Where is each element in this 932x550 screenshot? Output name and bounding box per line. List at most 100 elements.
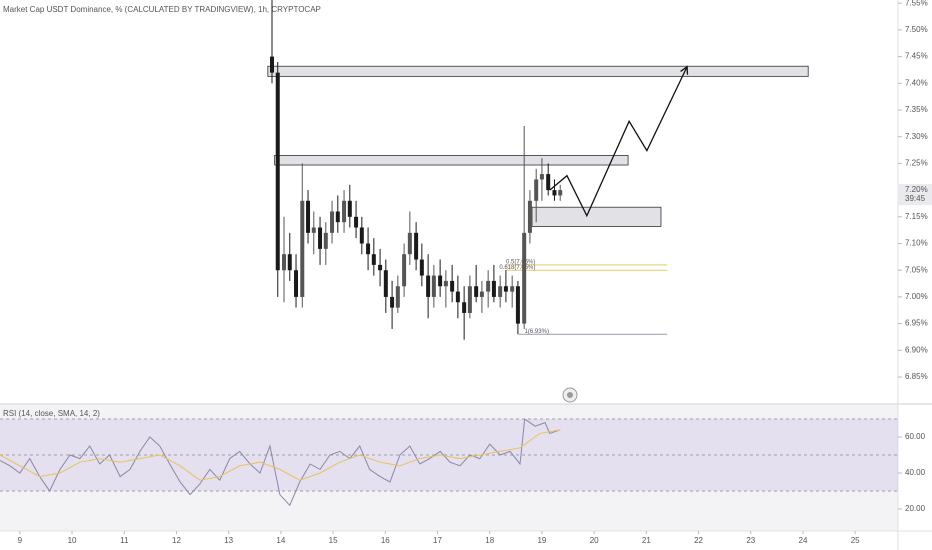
candle-body bbox=[534, 179, 539, 201]
candle-body bbox=[479, 291, 484, 297]
x-tick-label: 19 bbox=[537, 536, 546, 545]
candle-body bbox=[443, 280, 448, 287]
candle-body bbox=[467, 286, 472, 313]
candle-body bbox=[390, 296, 395, 308]
x-tick-label: 10 bbox=[68, 536, 77, 545]
x-tick-label: 21 bbox=[642, 536, 651, 545]
y-tick-label: 6.85% bbox=[905, 372, 928, 381]
candle-body bbox=[287, 254, 292, 271]
candle-body bbox=[527, 200, 532, 233]
projection-arrowhead bbox=[680, 65, 689, 75]
y-tick-label: 7.45% bbox=[905, 52, 928, 61]
y-tick-label: 7.50% bbox=[905, 25, 928, 34]
x-tick-label: 13 bbox=[224, 536, 233, 545]
rsi-band bbox=[0, 419, 898, 491]
candle-body bbox=[552, 190, 557, 196]
candle-body bbox=[354, 216, 359, 228]
candle-body bbox=[318, 227, 323, 249]
x-tick-label: 12 bbox=[172, 536, 181, 545]
candle-body bbox=[455, 291, 460, 303]
candle-body bbox=[546, 174, 551, 191]
countdown: 39:45 bbox=[905, 194, 926, 203]
candle-body bbox=[522, 232, 527, 324]
x-tick-label: 25 bbox=[851, 536, 860, 545]
y-tick-label: 6.95% bbox=[905, 319, 928, 328]
candle-body bbox=[275, 72, 280, 271]
candle-body bbox=[383, 270, 388, 297]
candle-body bbox=[515, 286, 520, 324]
candle-body bbox=[402, 254, 407, 287]
candle-body bbox=[474, 286, 479, 297]
candle-body bbox=[407, 232, 412, 255]
candle-body bbox=[347, 200, 352, 217]
x-tick-label: 16 bbox=[381, 536, 390, 545]
y-tick-label: 7.30% bbox=[905, 132, 928, 141]
fib-label: 0.5(7.06%) bbox=[506, 259, 535, 265]
y-tick-label: 7.40% bbox=[905, 78, 928, 87]
x-tick-label: 23 bbox=[746, 536, 755, 545]
candle-body bbox=[438, 275, 443, 287]
candle-body bbox=[558, 190, 563, 196]
x-tick-label: 17 bbox=[433, 536, 442, 545]
candle-body bbox=[503, 286, 508, 292]
candle-body bbox=[335, 211, 340, 223]
fib-label: 0.618(7.05%) bbox=[499, 265, 535, 271]
rsi-pane bbox=[0, 404, 898, 531]
y-tick-label: 7.15% bbox=[905, 212, 928, 221]
y-tick-label: 7.55% bbox=[905, 0, 928, 7]
candle-body bbox=[270, 56, 275, 73]
candle-body bbox=[486, 280, 491, 292]
candle-body bbox=[419, 259, 424, 276]
zone bbox=[274, 155, 629, 166]
chart-title: Market Cap USDT Dominance, % (CALCULATED… bbox=[3, 5, 321, 14]
candle-body bbox=[323, 232, 328, 249]
candle-body bbox=[510, 286, 515, 292]
zone bbox=[267, 65, 809, 77]
candle-body bbox=[498, 286, 503, 297]
y-tick-label: 6.90% bbox=[905, 345, 928, 354]
fib-label: 1(6.93%) bbox=[525, 329, 549, 335]
candle-body bbox=[426, 275, 431, 297]
x-tick-label: 11 bbox=[120, 536, 129, 545]
candle-body bbox=[462, 302, 467, 313]
x-tick-label: 24 bbox=[799, 536, 808, 545]
y-tick-label: 7.25% bbox=[905, 159, 928, 168]
candle-body bbox=[282, 254, 287, 271]
candle-body bbox=[311, 227, 316, 233]
zone bbox=[531, 206, 662, 227]
last-price-label: 7.20% bbox=[905, 185, 928, 194]
y-tick-label: 60.00 bbox=[905, 432, 926, 441]
candle-body bbox=[306, 200, 311, 233]
candle-body bbox=[539, 174, 544, 180]
last-price-box bbox=[898, 184, 932, 206]
candle-body bbox=[330, 211, 335, 233]
candle-body bbox=[359, 227, 364, 244]
candle-body bbox=[378, 264, 383, 271]
rsi-line bbox=[0, 418, 561, 507]
candle-body bbox=[294, 270, 299, 297]
candle-body bbox=[366, 243, 371, 255]
y-tick-label: 7.35% bbox=[905, 105, 928, 114]
logo bbox=[562, 387, 578, 403]
candle-body bbox=[371, 254, 376, 265]
y-tick-label: 7.05% bbox=[905, 265, 928, 274]
candle-body bbox=[342, 200, 347, 223]
x-tick-label: 15 bbox=[329, 536, 338, 545]
candle-body bbox=[431, 275, 436, 297]
rsi-line bbox=[0, 429, 561, 481]
candle-body bbox=[300, 200, 305, 297]
y-tick-label: 7.10% bbox=[905, 239, 928, 248]
x-tick-label: 22 bbox=[694, 536, 703, 545]
y-tick-label: 20.00 bbox=[905, 504, 926, 513]
candle-body bbox=[414, 232, 419, 260]
projection-path bbox=[549, 66, 688, 218]
candle-body bbox=[491, 280, 496, 297]
x-tick-label: 14 bbox=[276, 536, 285, 545]
y-tick-label: 7.00% bbox=[905, 292, 928, 301]
rsi-title: RSI (14, close, SMA, 14, 2) bbox=[3, 409, 100, 418]
candle-body bbox=[395, 286, 400, 308]
candle-body bbox=[450, 280, 455, 292]
x-tick-label: 18 bbox=[485, 536, 494, 545]
y-tick-label: 40.00 bbox=[905, 468, 926, 477]
